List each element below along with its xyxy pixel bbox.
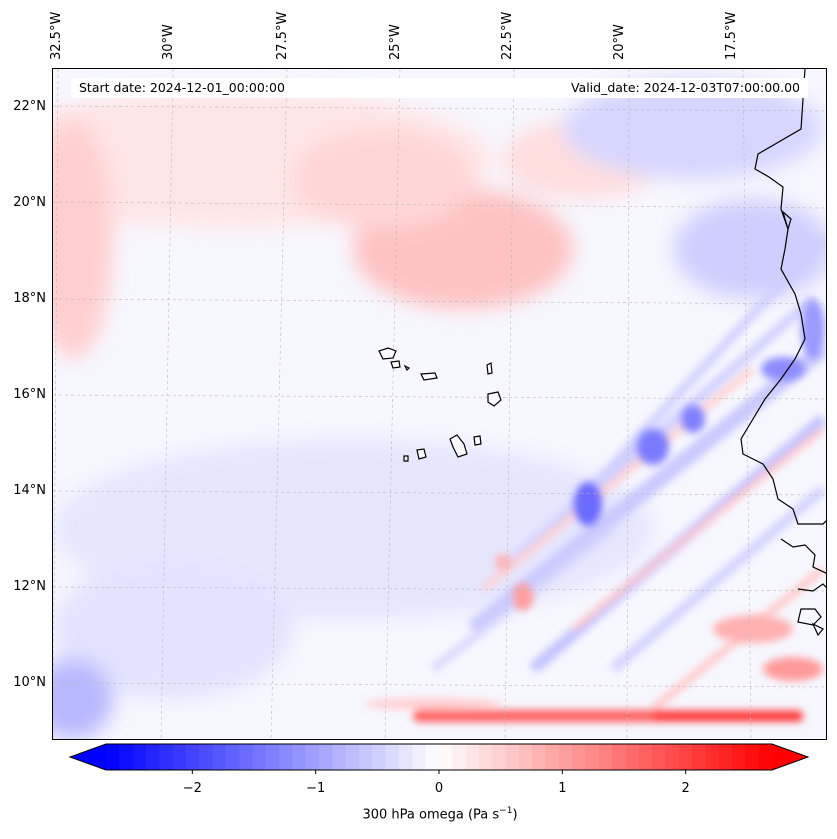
colorbar-tick-label: −2 — [182, 781, 202, 796]
colorbar-tick-label: 2 — [681, 781, 690, 796]
colorbar-bin — [119, 744, 134, 770]
longitude-label: 30°W — [161, 24, 176, 60]
colorbar-bin — [252, 744, 267, 770]
colorbar-bin — [172, 744, 187, 770]
colorbar-bin — [225, 744, 240, 770]
start-date-label: Start date: 2024-12-01_00:00:00 — [79, 80, 285, 95]
colorbar — [68, 743, 810, 774]
colorbar-bin — [665, 744, 680, 770]
colorbar-label-exponent: −1 — [499, 806, 513, 816]
colorbar-bin — [718, 744, 733, 770]
colorbar-label-text: 300 hPa omega (Pa s — [362, 807, 500, 823]
cape-verde-islands — [378, 347, 502, 462]
colorbar-ticks — [191, 770, 687, 774]
colorbar-bin — [625, 744, 640, 770]
colorbar-extend-low — [70, 744, 106, 770]
colorbar-bins — [70, 744, 808, 770]
colorbar-bin — [745, 744, 760, 770]
colorbar-bin — [585, 744, 600, 770]
colorbar-bin — [212, 744, 227, 770]
colorbar-bin — [359, 744, 373, 770]
colorbar-tick-label: −1 — [306, 781, 326, 796]
latitude-label: 10°N — [13, 675, 46, 690]
colorbar-bin — [732, 744, 746, 770]
colorbar-bin — [292, 744, 307, 770]
colorbar-bin — [412, 744, 427, 770]
colorbar-label-close: ) — [512, 807, 518, 823]
colorbar-bin — [199, 744, 214, 770]
colorbar-bin — [758, 744, 773, 770]
colorbar-bin — [106, 744, 120, 770]
date-info-bar: Start date: 2024-12-01_00:00:00 Valid_da… — [71, 78, 808, 98]
field-strong-cells — [363, 299, 825, 722]
colorbar-bin — [399, 744, 413, 770]
longitude-label: 27.5°W — [275, 11, 290, 60]
colorbar-bin — [439, 744, 453, 770]
colorbar-bin — [678, 744, 693, 770]
longitude-label: 20°W — [612, 24, 627, 60]
colorbar-bin — [185, 744, 200, 770]
colorbar-bin — [492, 744, 507, 770]
colorbar-extend-high — [772, 744, 808, 770]
colorbar-bin — [385, 744, 400, 770]
colorbar-bin — [425, 744, 440, 770]
colorbar-bin — [545, 744, 560, 770]
latitude-label: 14°N — [13, 483, 46, 498]
latitude-label: 20°N — [13, 195, 46, 210]
map-panel: Start date: 2024-12-01_00:00:00 Valid_da… — [52, 68, 827, 740]
colorbar-bin — [598, 744, 613, 770]
coastline — [740, 69, 826, 637]
colorbar-tick-label: 0 — [434, 781, 444, 796]
latitude-label: 22°N — [13, 99, 46, 114]
colorbar-bin — [638, 744, 653, 770]
colorbar-bin — [692, 744, 706, 770]
colorbar-bin — [239, 744, 254, 770]
latitude-label: 12°N — [13, 579, 46, 594]
colorbar-bin — [705, 744, 720, 770]
colorbar-bin — [345, 744, 360, 770]
colorbar-bin — [132, 744, 147, 770]
longitude-label: 17.5°W — [724, 11, 739, 60]
colorbar-bin — [319, 744, 333, 770]
field-smooth-anomalies — [53, 79, 826, 739]
colorbar-bin — [652, 744, 666, 770]
colorbar-bin — [478, 744, 493, 770]
colorbar-bin — [572, 744, 587, 770]
colorbar-bin — [532, 744, 547, 770]
colorbar-bin — [612, 744, 626, 770]
colorbar-bin — [505, 744, 520, 770]
map-gridlines — [53, 69, 826, 739]
latitude-label: 16°N — [13, 387, 46, 402]
colorbar-bin — [452, 744, 467, 770]
colorbar-bin — [265, 744, 280, 770]
colorbar-tick-label: 1 — [558, 781, 567, 796]
colorbar-bin — [279, 744, 293, 770]
longitude-label: 32.5°W — [49, 11, 64, 60]
colorbar-bin — [332, 744, 347, 770]
colorbar-outline — [68, 743, 810, 771]
colorbar-bin — [305, 744, 320, 770]
longitude-label: 25°W — [388, 24, 403, 60]
valid-date-label: Valid_date: 2024-12-03T07:00:00.00 — [570, 80, 800, 95]
omega-field-map — [53, 69, 826, 739]
colorbar-bin — [518, 744, 533, 770]
colorbar-label: 300 hPa omega (Pa s−1) — [240, 806, 640, 822]
longitude-label: 22.5°W — [500, 11, 515, 60]
colorbar-bin — [558, 744, 573, 770]
colorbar-bin — [159, 744, 174, 770]
latitude-label: 18°N — [13, 291, 46, 306]
colorbar-bin — [145, 744, 160, 770]
colorbar-bin — [372, 744, 387, 770]
colorbar-bin — [465, 744, 480, 770]
